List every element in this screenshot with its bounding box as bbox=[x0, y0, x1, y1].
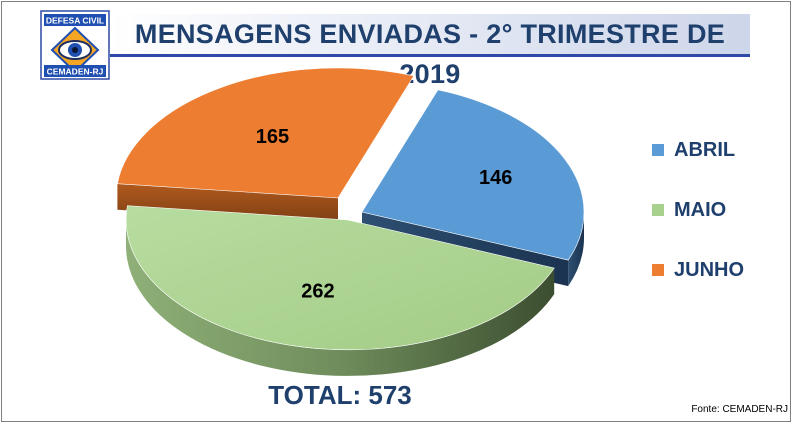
legend-swatch-abril bbox=[652, 144, 664, 156]
data-label-maio: 262 bbox=[301, 281, 334, 303]
data-label-junho: 165 bbox=[256, 126, 289, 148]
legend-swatch-junho bbox=[652, 264, 664, 276]
source-note: Fonte: CEMADEN-RJ bbox=[691, 404, 788, 415]
logo-top-text: DEFESA CIVIL bbox=[46, 16, 104, 26]
total-label: TOTAL: 573 bbox=[268, 380, 412, 410]
data-label-abril: 146 bbox=[479, 167, 512, 189]
legend-label-junho: JUNHO bbox=[674, 259, 745, 281]
slice-side-abril bbox=[568, 212, 584, 287]
slice-side-maio bbox=[126, 220, 555, 376]
chart-title: MENSAGENS ENVIADAS - 2° TRIMESTRE DE 201… bbox=[134, 19, 726, 89]
legend-label-abril: ABRIL bbox=[674, 139, 736, 161]
legend-swatch-maio bbox=[652, 204, 664, 216]
title-bar: MENSAGENS ENVIADAS - 2° TRIMESTRE DE 201… bbox=[110, 14, 750, 89]
slice-face-junho bbox=[117, 183, 339, 224]
slice-junho bbox=[117, 67, 415, 199]
slice-abril bbox=[361, 89, 585, 261]
legend-label-maio: MAIO bbox=[674, 199, 727, 221]
slice-maio bbox=[125, 205, 555, 351]
logo-bottom-text: CEMADEN-RJ bbox=[47, 67, 104, 77]
defesa-civil-logo: DEFESA CIVIL CEMADEN-RJ bbox=[40, 10, 110, 80]
